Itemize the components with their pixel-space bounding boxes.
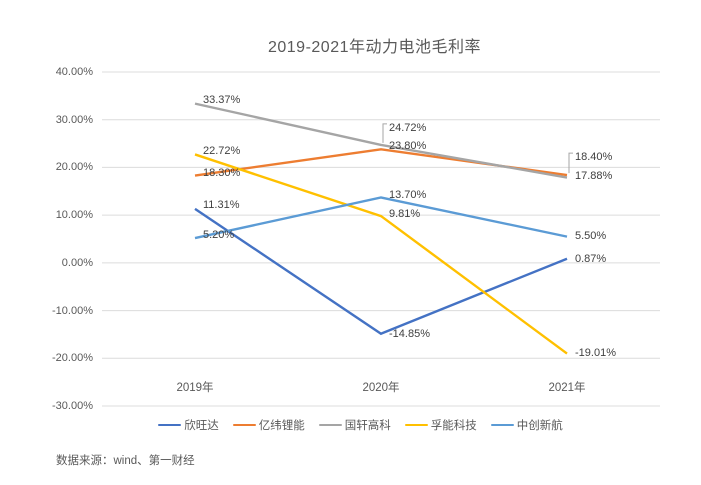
x-axis-category-label: 2020年 (362, 382, 400, 394)
data-point-label: 5.20% (203, 229, 235, 242)
data-point-label: -14.85% (389, 327, 430, 340)
legend-line-marker (404, 423, 428, 427)
series-line (194, 148, 568, 177)
y-axis-tick-label: 30.00% (55, 113, 93, 126)
legend-item: 中创新航 (490, 417, 563, 433)
legend-line-marker (490, 423, 514, 427)
data-point-label: -19.01% (575, 346, 616, 359)
y-axis-tick-label: 40.00% (55, 66, 93, 78)
chart-legend: 欣旺达 亿纬锂能 国轩高科 孚能科技 中创新航 (20, 417, 701, 433)
series-line (194, 102, 568, 179)
legend-label: 亿纬锂能 (258, 420, 305, 432)
y-axis-tick-label: 20.00% (55, 161, 93, 174)
data-point-label: 24.72% (389, 121, 427, 134)
legend-item: 孚能科技 (404, 417, 477, 433)
data-point-label: 0.87% (575, 252, 607, 265)
data-point-label: 13.70% (389, 189, 427, 202)
legend-item: 欣旺达 (158, 417, 219, 433)
data-label-leader-line (568, 152, 573, 174)
legend-line-marker (158, 423, 182, 427)
data-point-label: 22.72% (203, 145, 241, 158)
x-axis-category-label: 2019年 (176, 382, 214, 394)
x-axis-category-label: 2021年 (548, 382, 586, 394)
legend-item: 亿纬锂能 (232, 417, 305, 433)
series-line (194, 196, 568, 240)
chart-title: 2019-2021年动力电池毛利率 (267, 39, 482, 56)
y-axis-tick-label: -10.00% (52, 304, 93, 317)
data-source-note: 数据来源：wind、第一财经 (56, 455, 195, 467)
data-point-label: 23.80% (389, 140, 427, 153)
data-point-label: 9.81% (389, 208, 421, 221)
series-line (194, 153, 568, 355)
legend-line-marker (232, 423, 256, 427)
y-axis-tick-label: 0.00% (61, 256, 93, 269)
data-point-label: 18.30% (203, 166, 241, 179)
legend-label: 中创新航 (516, 420, 563, 432)
legend-label: 国轩高科 (344, 420, 391, 432)
legend-line-marker (318, 423, 342, 427)
y-axis-tick-label: -20.00% (52, 352, 93, 365)
y-axis-tick-label: -30.00% (52, 400, 93, 412)
legend-item: 国轩高科 (318, 417, 391, 433)
data-label-leader-line (382, 123, 387, 143)
data-point-label: 33.37% (203, 93, 241, 106)
legend-label: 欣旺达 (184, 420, 219, 432)
data-point-label: 5.50% (575, 229, 607, 242)
data-point-label: 18.40% (575, 151, 613, 164)
data-point-label: 17.88% (575, 169, 613, 182)
series-line (194, 207, 568, 336)
data-point-label: 11.31% (203, 198, 240, 211)
y-axis-tick-label: 10.00% (55, 209, 93, 222)
legend-label: 孚能科技 (430, 420, 477, 432)
